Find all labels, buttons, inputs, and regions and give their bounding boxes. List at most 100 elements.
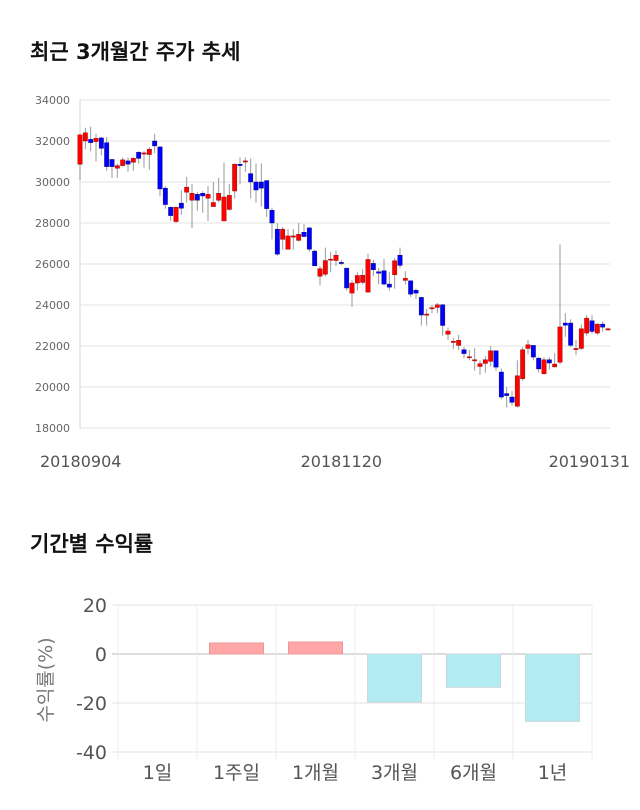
y-tick-label: 26000 bbox=[35, 258, 70, 271]
candle-body bbox=[306, 227, 312, 250]
candle-body bbox=[301, 232, 307, 237]
candle-body bbox=[200, 193, 206, 197]
candle-body bbox=[360, 275, 366, 283]
candle-body bbox=[477, 363, 483, 367]
candle-body bbox=[525, 344, 531, 349]
candle-body bbox=[157, 146, 163, 190]
candle-body bbox=[242, 160, 248, 163]
candle-body bbox=[168, 207, 174, 216]
candle-body bbox=[424, 313, 430, 316]
candle-body bbox=[509, 396, 515, 403]
candle-body bbox=[194, 194, 200, 201]
candle-body bbox=[210, 202, 216, 207]
candle-body bbox=[189, 193, 195, 201]
candle-body bbox=[392, 260, 398, 276]
candle-body bbox=[226, 195, 232, 210]
candle-body bbox=[541, 359, 547, 374]
candle-body bbox=[365, 259, 371, 293]
candle-body bbox=[546, 359, 552, 364]
period-return-title: 기간별 수익률 bbox=[30, 532, 154, 556]
candle-body bbox=[536, 357, 542, 370]
candle-body bbox=[269, 210, 275, 224]
candle-body bbox=[397, 254, 403, 266]
candle-body bbox=[98, 137, 104, 149]
return-bar bbox=[288, 641, 343, 655]
candle-body bbox=[274, 228, 280, 255]
candle-body bbox=[466, 356, 472, 359]
candle-body bbox=[248, 173, 254, 183]
candle-body bbox=[232, 163, 238, 192]
candle-body bbox=[376, 271, 382, 274]
return-bar bbox=[209, 642, 264, 655]
y-tick-label: -40 bbox=[76, 742, 107, 764]
candle-body bbox=[552, 363, 558, 368]
candle-body bbox=[450, 341, 456, 343]
candle-body bbox=[568, 322, 574, 346]
y-axis-label: 수익률(%) bbox=[35, 637, 57, 722]
y-tick-label: 0 bbox=[95, 644, 107, 666]
candle-body bbox=[589, 320, 595, 332]
candle-body bbox=[493, 350, 499, 368]
candle-body bbox=[440, 304, 446, 326]
candle-body bbox=[370, 263, 376, 270]
candle-body bbox=[488, 350, 494, 362]
return-bar bbox=[367, 653, 422, 703]
candle-body bbox=[141, 152, 147, 155]
y-tick-label: 30000 bbox=[35, 176, 70, 189]
candle-body bbox=[109, 159, 115, 167]
candle-body bbox=[136, 152, 142, 159]
candle-body bbox=[429, 307, 435, 310]
x-tick-label: 1주일 bbox=[213, 762, 260, 784]
candle-body bbox=[349, 282, 355, 294]
candle-body bbox=[408, 280, 414, 295]
x-tick-label: 1년 bbox=[538, 762, 568, 784]
candle-body bbox=[445, 330, 451, 335]
candle-body bbox=[434, 304, 440, 308]
candle-body bbox=[562, 322, 568, 326]
candle-body bbox=[152, 140, 158, 147]
candle-body bbox=[328, 258, 334, 261]
x-tick-label: 1일 bbox=[143, 762, 173, 784]
candle-body bbox=[114, 165, 120, 169]
candle-body bbox=[381, 270, 387, 285]
x-tick-label: 20180904 bbox=[40, 452, 121, 471]
candle-body bbox=[221, 196, 227, 222]
candle-body bbox=[402, 278, 408, 281]
candle-body bbox=[178, 202, 184, 209]
candle-body bbox=[264, 180, 270, 209]
candle-body bbox=[594, 323, 600, 334]
candle-body bbox=[322, 260, 328, 275]
candle-body bbox=[237, 163, 243, 166]
y-tick-label: -20 bbox=[76, 693, 107, 715]
candle-body bbox=[333, 254, 339, 261]
x-tick-label: 1개월 bbox=[292, 762, 339, 784]
candle-body bbox=[530, 345, 536, 358]
x-tick-label: 6개월 bbox=[450, 762, 497, 784]
candle-body bbox=[354, 275, 360, 284]
candle-body bbox=[77, 134, 83, 165]
y-tick-label: 28000 bbox=[35, 217, 70, 230]
candle-body bbox=[146, 148, 152, 155]
candle-body bbox=[104, 142, 110, 167]
candle-body bbox=[498, 371, 504, 398]
candle-body bbox=[514, 375, 520, 407]
candle-body bbox=[472, 359, 478, 362]
y-tick-label: 20 bbox=[83, 595, 107, 617]
candle-body bbox=[280, 228, 286, 240]
candle-body bbox=[82, 132, 88, 142]
candle-body bbox=[130, 158, 136, 163]
candle-body bbox=[120, 159, 126, 166]
candle-body bbox=[125, 160, 131, 165]
y-tick-label: 18000 bbox=[35, 422, 70, 435]
candle-body bbox=[312, 250, 318, 267]
candle-body bbox=[205, 194, 211, 199]
y-tick-label: 34000 bbox=[35, 94, 70, 107]
candle-body bbox=[285, 235, 291, 250]
return-bar bbox=[525, 653, 580, 722]
candle-body bbox=[605, 328, 611, 331]
candle-body bbox=[413, 290, 419, 294]
candle-body bbox=[93, 138, 99, 142]
candle-body bbox=[290, 235, 296, 238]
candle-body bbox=[557, 326, 563, 363]
